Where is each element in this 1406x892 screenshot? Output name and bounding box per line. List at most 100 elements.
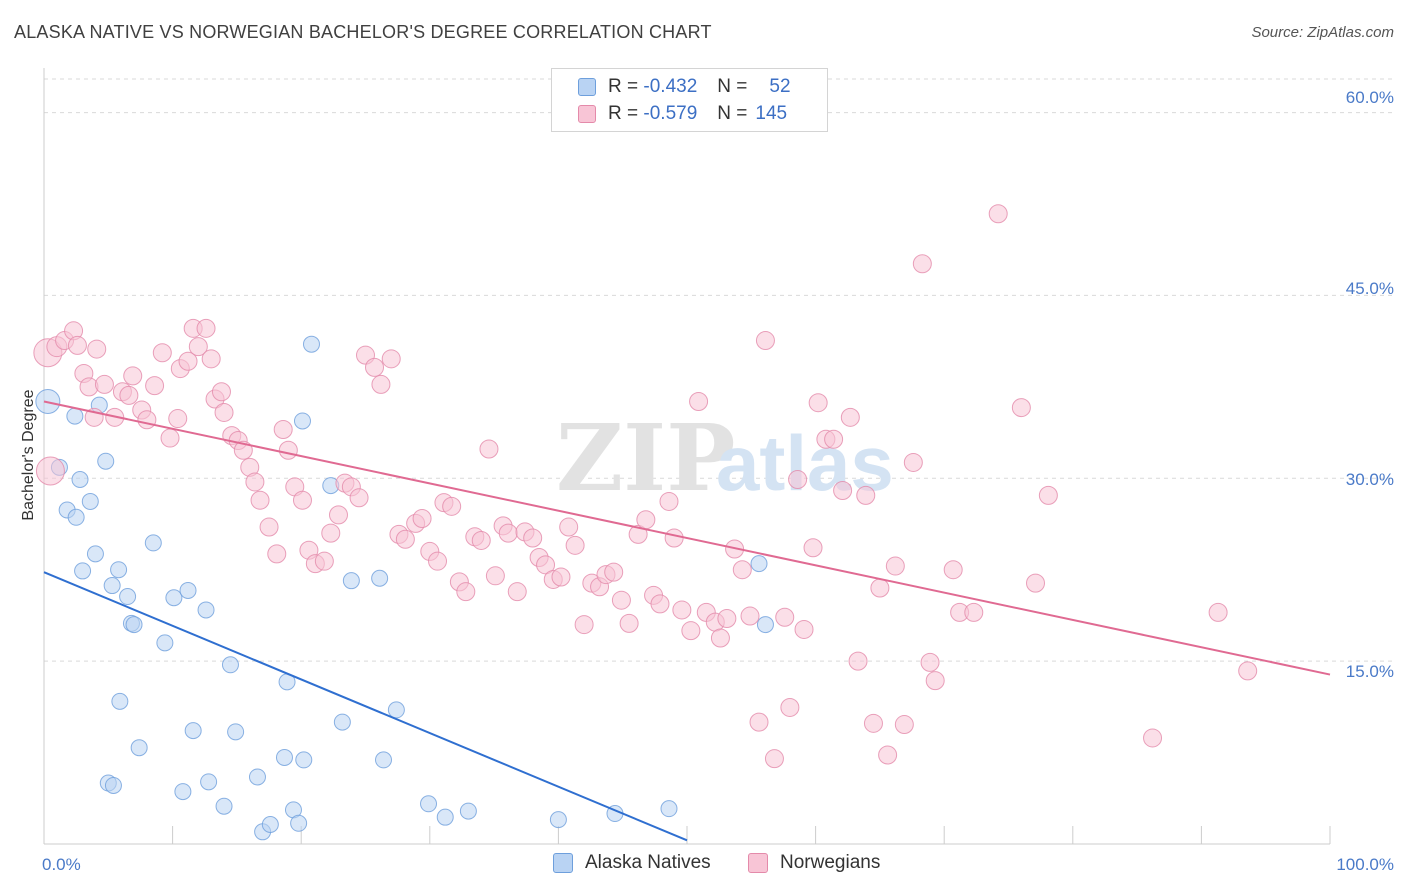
point-norwegian-55 [395,529,415,549]
point-norwegian-49 [349,488,369,508]
point-norwegian-20 [168,409,188,429]
point-alaska-48 [436,808,454,826]
point-alaska-6 [74,562,92,580]
point-norwegian-85 [619,613,639,633]
point-norwegian-114 [840,407,860,427]
point-alaska-30 [227,723,245,741]
point-alaska-5 [71,471,89,489]
point-alaska-20 [144,534,162,552]
point-norwegian-120 [885,556,905,576]
point-alaska-7 [81,492,99,510]
point-alaska-45 [375,751,393,769]
point-norwegian-113 [833,480,853,500]
point-norwegian-44 [314,551,334,571]
point-norwegian-119 [878,745,898,765]
point-alaska-42 [333,713,351,731]
point-norwegian-36 [259,517,279,537]
legend-n-label: N = [717,103,748,124]
point-norwegian-38 [273,420,293,440]
point-norwegian-124 [920,652,940,672]
point-norwegian-87 [636,510,656,530]
point-norwegian-108 [794,619,814,639]
point-norwegian-92 [672,600,692,620]
point-alaska-22 [165,589,183,607]
point-norwegian-13 [119,385,139,405]
trendline-norwegian [43,400,1331,676]
point-alaska-46 [387,701,405,719]
point-norwegian-93 [681,621,701,641]
point-alaska-40 [295,751,313,769]
point-norwegian-34 [245,472,265,492]
point-norwegian-45 [321,523,341,543]
point-norwegian-125 [925,671,945,691]
point-norwegian-77 [559,517,579,537]
point-alaska-37 [290,814,308,832]
point-norwegian-14 [123,366,143,386]
point-norwegian-57 [412,509,432,529]
point-alaska-21 [156,634,174,652]
point-norwegian-70 [507,582,527,602]
watermark: ZIP atlas [556,404,894,512]
legend-r-value-alaska: -0.432 [643,76,698,97]
point-norwegian-19 [160,428,180,448]
point-norwegian-24 [188,337,208,357]
point-alaska-52 [660,800,678,818]
point-norwegian-25 [196,318,216,338]
point-norwegian-74 [536,555,556,575]
series-label-norwegian: Norwegians [780,852,881,873]
point-norwegian-126 [943,560,963,580]
point-norwegian-135 [1238,661,1258,681]
point-alaska-25 [184,722,202,740]
point-alaska-16 [119,588,137,606]
point-norwegian-104 [764,749,784,769]
point-alaska-18 [125,616,143,634]
point-norwegian-66 [479,439,499,459]
legend-r-value-norwegian: -0.579 [643,103,698,124]
point-alaska-19 [130,739,148,757]
point-alaska-47 [420,795,438,813]
point-alaska-53 [750,555,768,573]
point-norwegian-83 [604,562,624,582]
point-alaska-29 [221,656,239,674]
point-norwegian-90 [659,491,679,511]
trendline-alaska [43,571,688,842]
point-alaska-14 [104,776,122,794]
point-norwegian-5 [67,335,87,355]
point-norwegian-102 [749,712,769,732]
point-alaska-26 [197,601,215,619]
y-tick-label-15: 15.0% [1346,662,1394,681]
axis-layer [43,68,1331,845]
point-norwegian-112 [824,429,844,449]
legend-row-alaska: R = -0.432 N = 52 [552,73,791,101]
point-norwegian-91 [664,528,684,548]
chart-source: Source: ZipAtlas.com [1251,24,1394,41]
point-norwegian-9 [87,339,107,359]
point-alaska-27 [200,773,218,791]
point-norwegian-22 [178,351,198,371]
point-alaska-4 [67,508,85,526]
point-alaska-50 [549,811,567,829]
point-norwegian-115 [848,651,868,671]
point-norwegian-132 [1038,485,1058,505]
point-norwegian-51 [365,357,385,377]
point-norwegian-122 [903,452,923,472]
point-norwegian-18 [152,343,172,363]
legend-n-value-norwegian: 145 [755,103,788,124]
point-alaska-3 [66,407,84,425]
point-norwegian-94 [689,391,709,411]
point-norwegian-109 [803,538,823,558]
legend-swatch-alaska [578,78,596,96]
point-norwegian-121 [894,715,914,735]
y-tick-label-45: 45.0% [1346,279,1394,298]
point-alaska-49 [459,802,477,820]
legend-r-label: R = [608,76,639,97]
point-alaska-10 [97,452,115,470]
series-legend-alaska: Alaska Natives [553,852,711,874]
point-norwegian-52 [371,374,391,394]
point-alaska-12 [110,561,128,579]
point-alaska-39 [302,335,320,353]
label-layer: Bachelor's Degree 0.0% 100.0% 15.0% 30.0… [20,88,1394,874]
point-norwegian-67 [485,566,505,586]
point-norwegian-101 [740,606,760,626]
point-norwegian-128 [964,602,984,622]
